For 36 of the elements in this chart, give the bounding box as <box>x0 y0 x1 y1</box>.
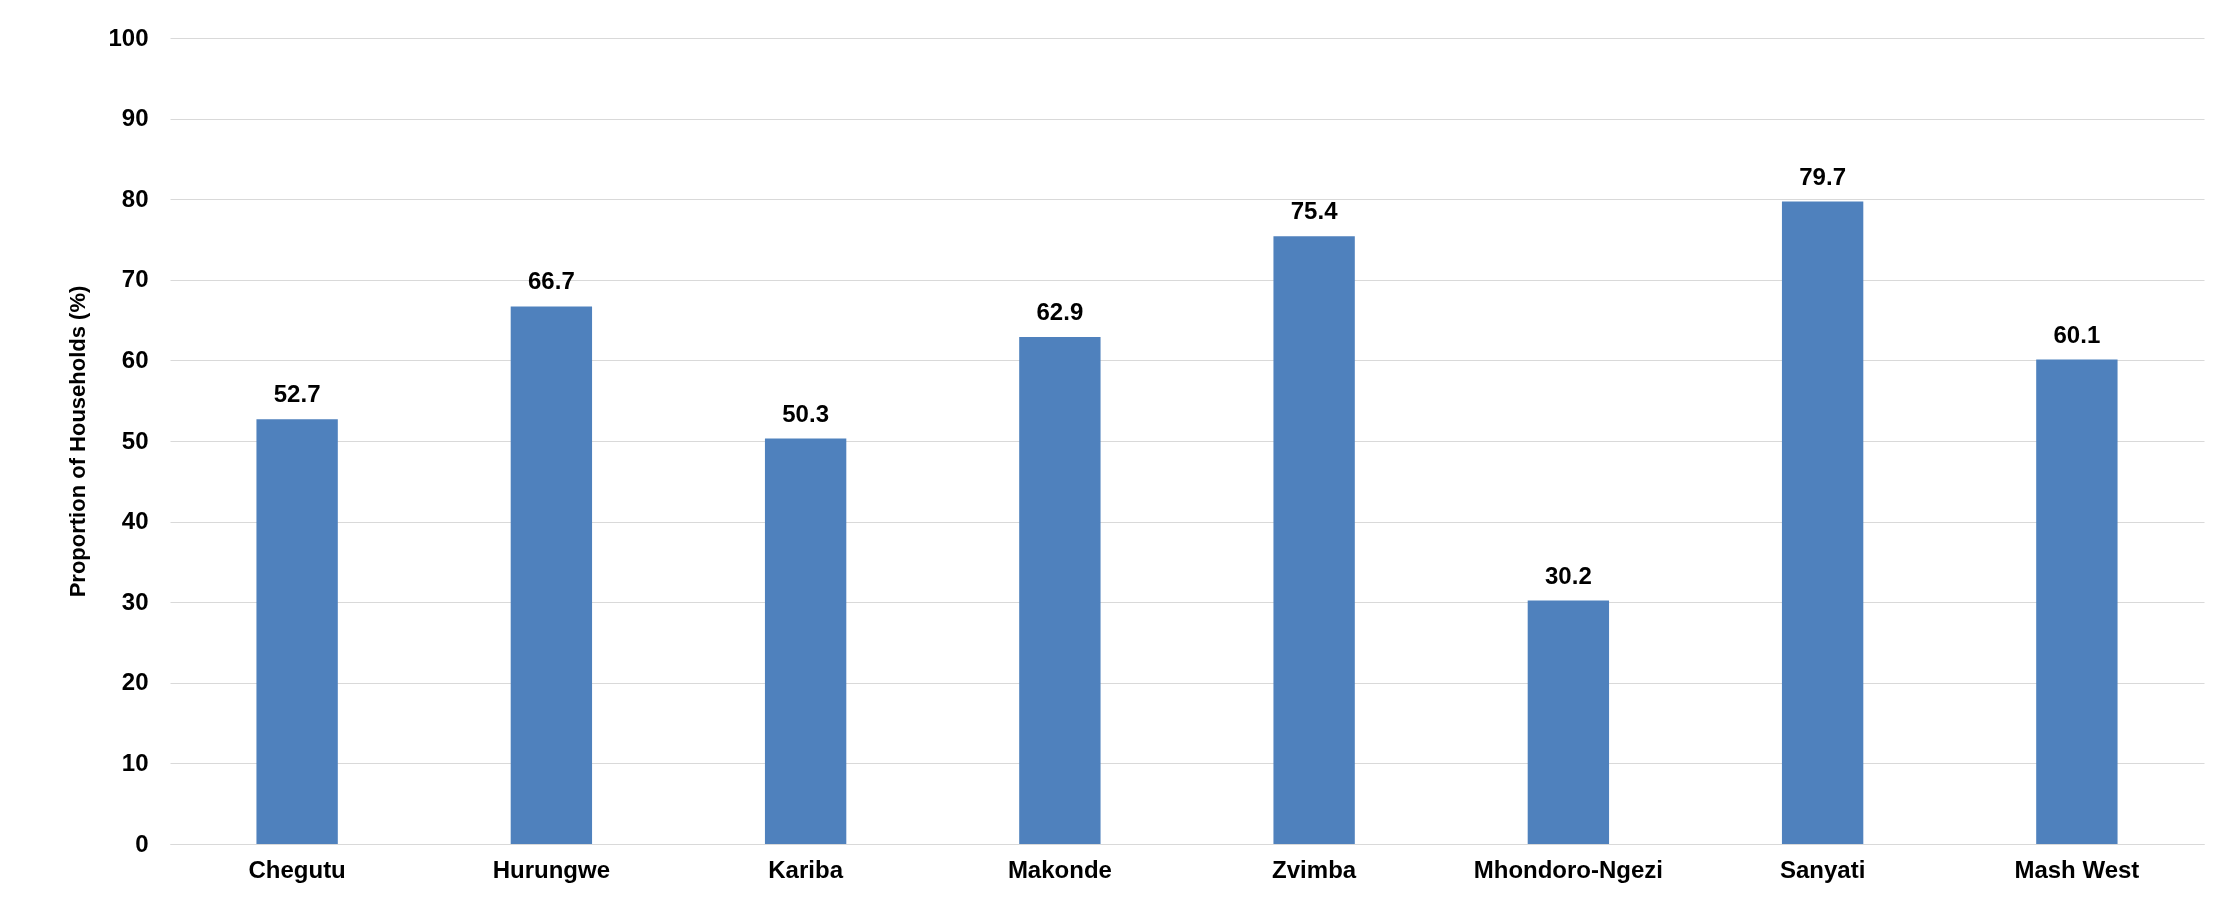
bar <box>1781 201 1864 844</box>
y-tick-label: 100 <box>108 23 149 51</box>
y-tick-label: 70 <box>121 265 149 293</box>
x-tick-label: Makonde <box>1007 855 1112 883</box>
bar <box>764 438 847 844</box>
x-tick-label: Mhondoro-Ngezi <box>1473 855 1664 883</box>
data-label: 66.7 <box>528 267 575 295</box>
bar <box>510 306 593 844</box>
x-tick-label: Mash West <box>2014 855 2140 883</box>
bar <box>1527 600 1610 844</box>
x-tick-label: Chegutu <box>248 855 346 883</box>
x-tick-label: Zvimba <box>1272 855 1357 883</box>
bar <box>1273 236 1355 844</box>
x-tick-label: Hurungwe <box>492 855 611 883</box>
bar <box>1019 337 1101 844</box>
bar <box>2036 359 2118 844</box>
y-tick-label: 10 <box>121 748 149 776</box>
data-label: 30.2 <box>1545 561 1592 589</box>
y-tick-label: 0 <box>135 829 149 857</box>
y-tick-label: 90 <box>121 104 149 132</box>
y-tick-label: 80 <box>121 184 149 212</box>
y-tick-label: 50 <box>121 426 149 454</box>
data-label: 52.7 <box>273 380 321 408</box>
y-tick-label: 40 <box>121 507 149 535</box>
x-tick-label: Kariba <box>768 855 844 883</box>
y-tick-label: 30 <box>121 587 149 615</box>
data-label: 62.9 <box>1036 298 1084 326</box>
data-label: 79.7 <box>1799 162 1846 190</box>
y-tick-label: 20 <box>121 668 149 696</box>
x-tick-label: Sanyati <box>1779 855 1866 883</box>
data-label: 60.1 <box>2053 320 2101 348</box>
bar <box>256 419 338 844</box>
data-label: 75.4 <box>1290 197 1339 225</box>
y-axis-title: Proportion of Households (%) <box>65 285 91 598</box>
y-tick-label: 60 <box>121 345 149 373</box>
data-label: 50.3 <box>782 399 829 427</box>
